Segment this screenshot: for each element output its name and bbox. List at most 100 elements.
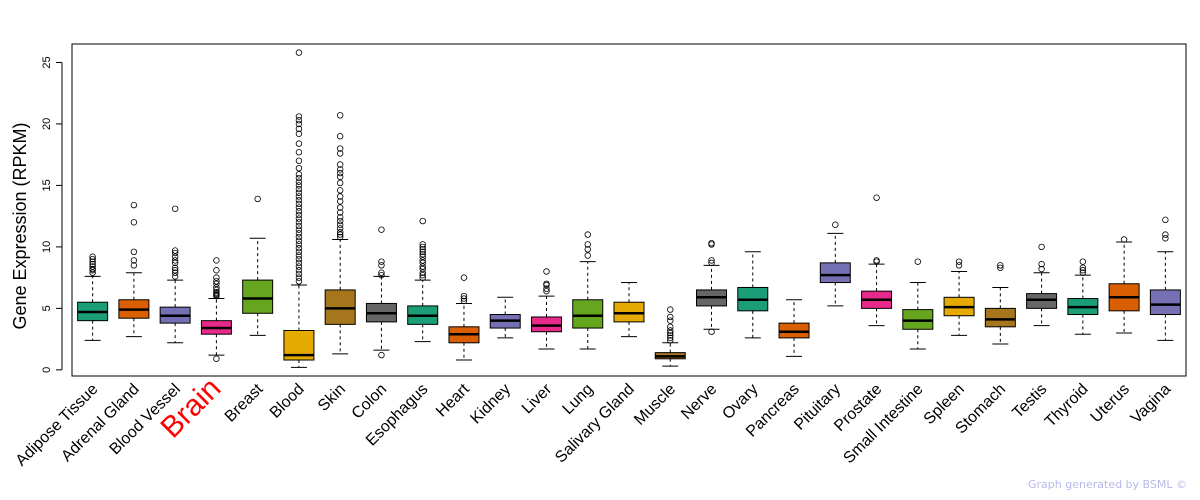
outlier-point [1162,231,1169,238]
box-salivary-gland [613,282,645,338]
box-prostate [861,194,893,327]
outlier-point [295,157,303,165]
x-tick-label: Kidney [467,381,514,428]
outlier-point [1038,265,1045,273]
outlier-point [171,249,179,257]
outlier-point [1162,216,1169,224]
outlier-point [378,269,385,276]
outlier-point [336,166,344,173]
outlier-point [171,257,179,264]
outlier-point [130,248,138,256]
iqr-box [819,262,851,284]
outlier-point [295,222,303,230]
outlier-point [667,337,674,344]
x-tick-label: Skin [315,381,349,415]
outlier-point [295,200,303,208]
outlier-point [171,247,179,254]
outlier-point [1079,267,1087,274]
box-kidney [489,296,521,339]
outlier-point [419,257,426,264]
outlier-point [873,257,880,264]
outlier-point [419,263,426,270]
outlier-point [667,329,674,337]
outlier-point [708,328,715,335]
outlier-point [213,274,220,281]
x-tick-label: Uterus [1088,381,1133,426]
iqr-box [984,307,1016,328]
outlier-point [336,217,344,225]
outlier-point [460,295,468,302]
y-tick-label: 0 [41,367,53,373]
box-breast [242,195,274,336]
outlier-point [295,125,303,133]
outlier-point [295,278,303,285]
outlier-point [295,204,303,211]
outlier-point [336,161,344,168]
outlier-point [295,185,303,193]
outlier-point [378,271,385,279]
box-colon [365,226,397,359]
outlier-point [460,292,468,300]
outlier-point [171,205,179,212]
outlier-point [667,306,674,313]
outlier-point [336,150,344,157]
outlier-point [914,258,922,265]
outlier-point [254,195,261,203]
box-testis [1026,243,1058,327]
outlier-point [336,233,344,241]
outlier-point [1162,235,1169,242]
outlier-point [336,193,344,200]
outlier-point [336,204,344,211]
outlier-point [419,217,426,225]
outlier-point [295,49,303,56]
outlier-point [997,264,1004,271]
outlier-point [171,267,179,274]
outlier-point [667,313,674,321]
outlier-point [708,239,715,247]
outlier-point [130,262,138,269]
outlier-point [336,225,344,232]
outlier-point [955,262,963,269]
outlier-point [295,215,303,222]
outlier-point [378,262,385,269]
x-tick-label: Muscle [631,381,679,429]
outlier-point [667,332,674,339]
box-blood-vessel [159,205,191,344]
outlier-point [171,259,179,267]
outlier-point [89,255,96,263]
outlier-point [89,260,96,268]
outlier-point [213,280,220,287]
outlier-point [336,231,344,238]
outlier-point [295,120,303,128]
outlier-point [997,262,1004,269]
outlier-point [419,274,426,281]
outlier-point [295,149,303,156]
outlier-point [543,268,550,275]
outlier-point [89,258,96,265]
outlier-point [419,269,426,276]
iqr-box [242,279,274,314]
outlier-point [832,221,839,228]
y-axis: 0 5 10 15 20 25 [41,56,63,373]
outlier-point [295,178,303,185]
outlier-point [419,253,426,260]
outlier-point [213,286,220,294]
iqr-box [1149,289,1181,316]
outlier-point [213,289,220,296]
outlier-point [543,287,550,295]
box-series [77,49,1181,368]
box-liver [530,268,562,350]
box-vagina [1149,216,1181,341]
outlier-point [336,179,344,187]
outlier-point [378,226,385,233]
box-pancreas [778,299,810,357]
outlier-point [336,145,344,152]
outlier-point [1038,243,1045,251]
outlier-point [336,228,344,236]
outlier-point [295,241,303,248]
outlier-point [336,221,344,228]
outlier-point [213,284,220,291]
outlier-point [667,327,674,334]
